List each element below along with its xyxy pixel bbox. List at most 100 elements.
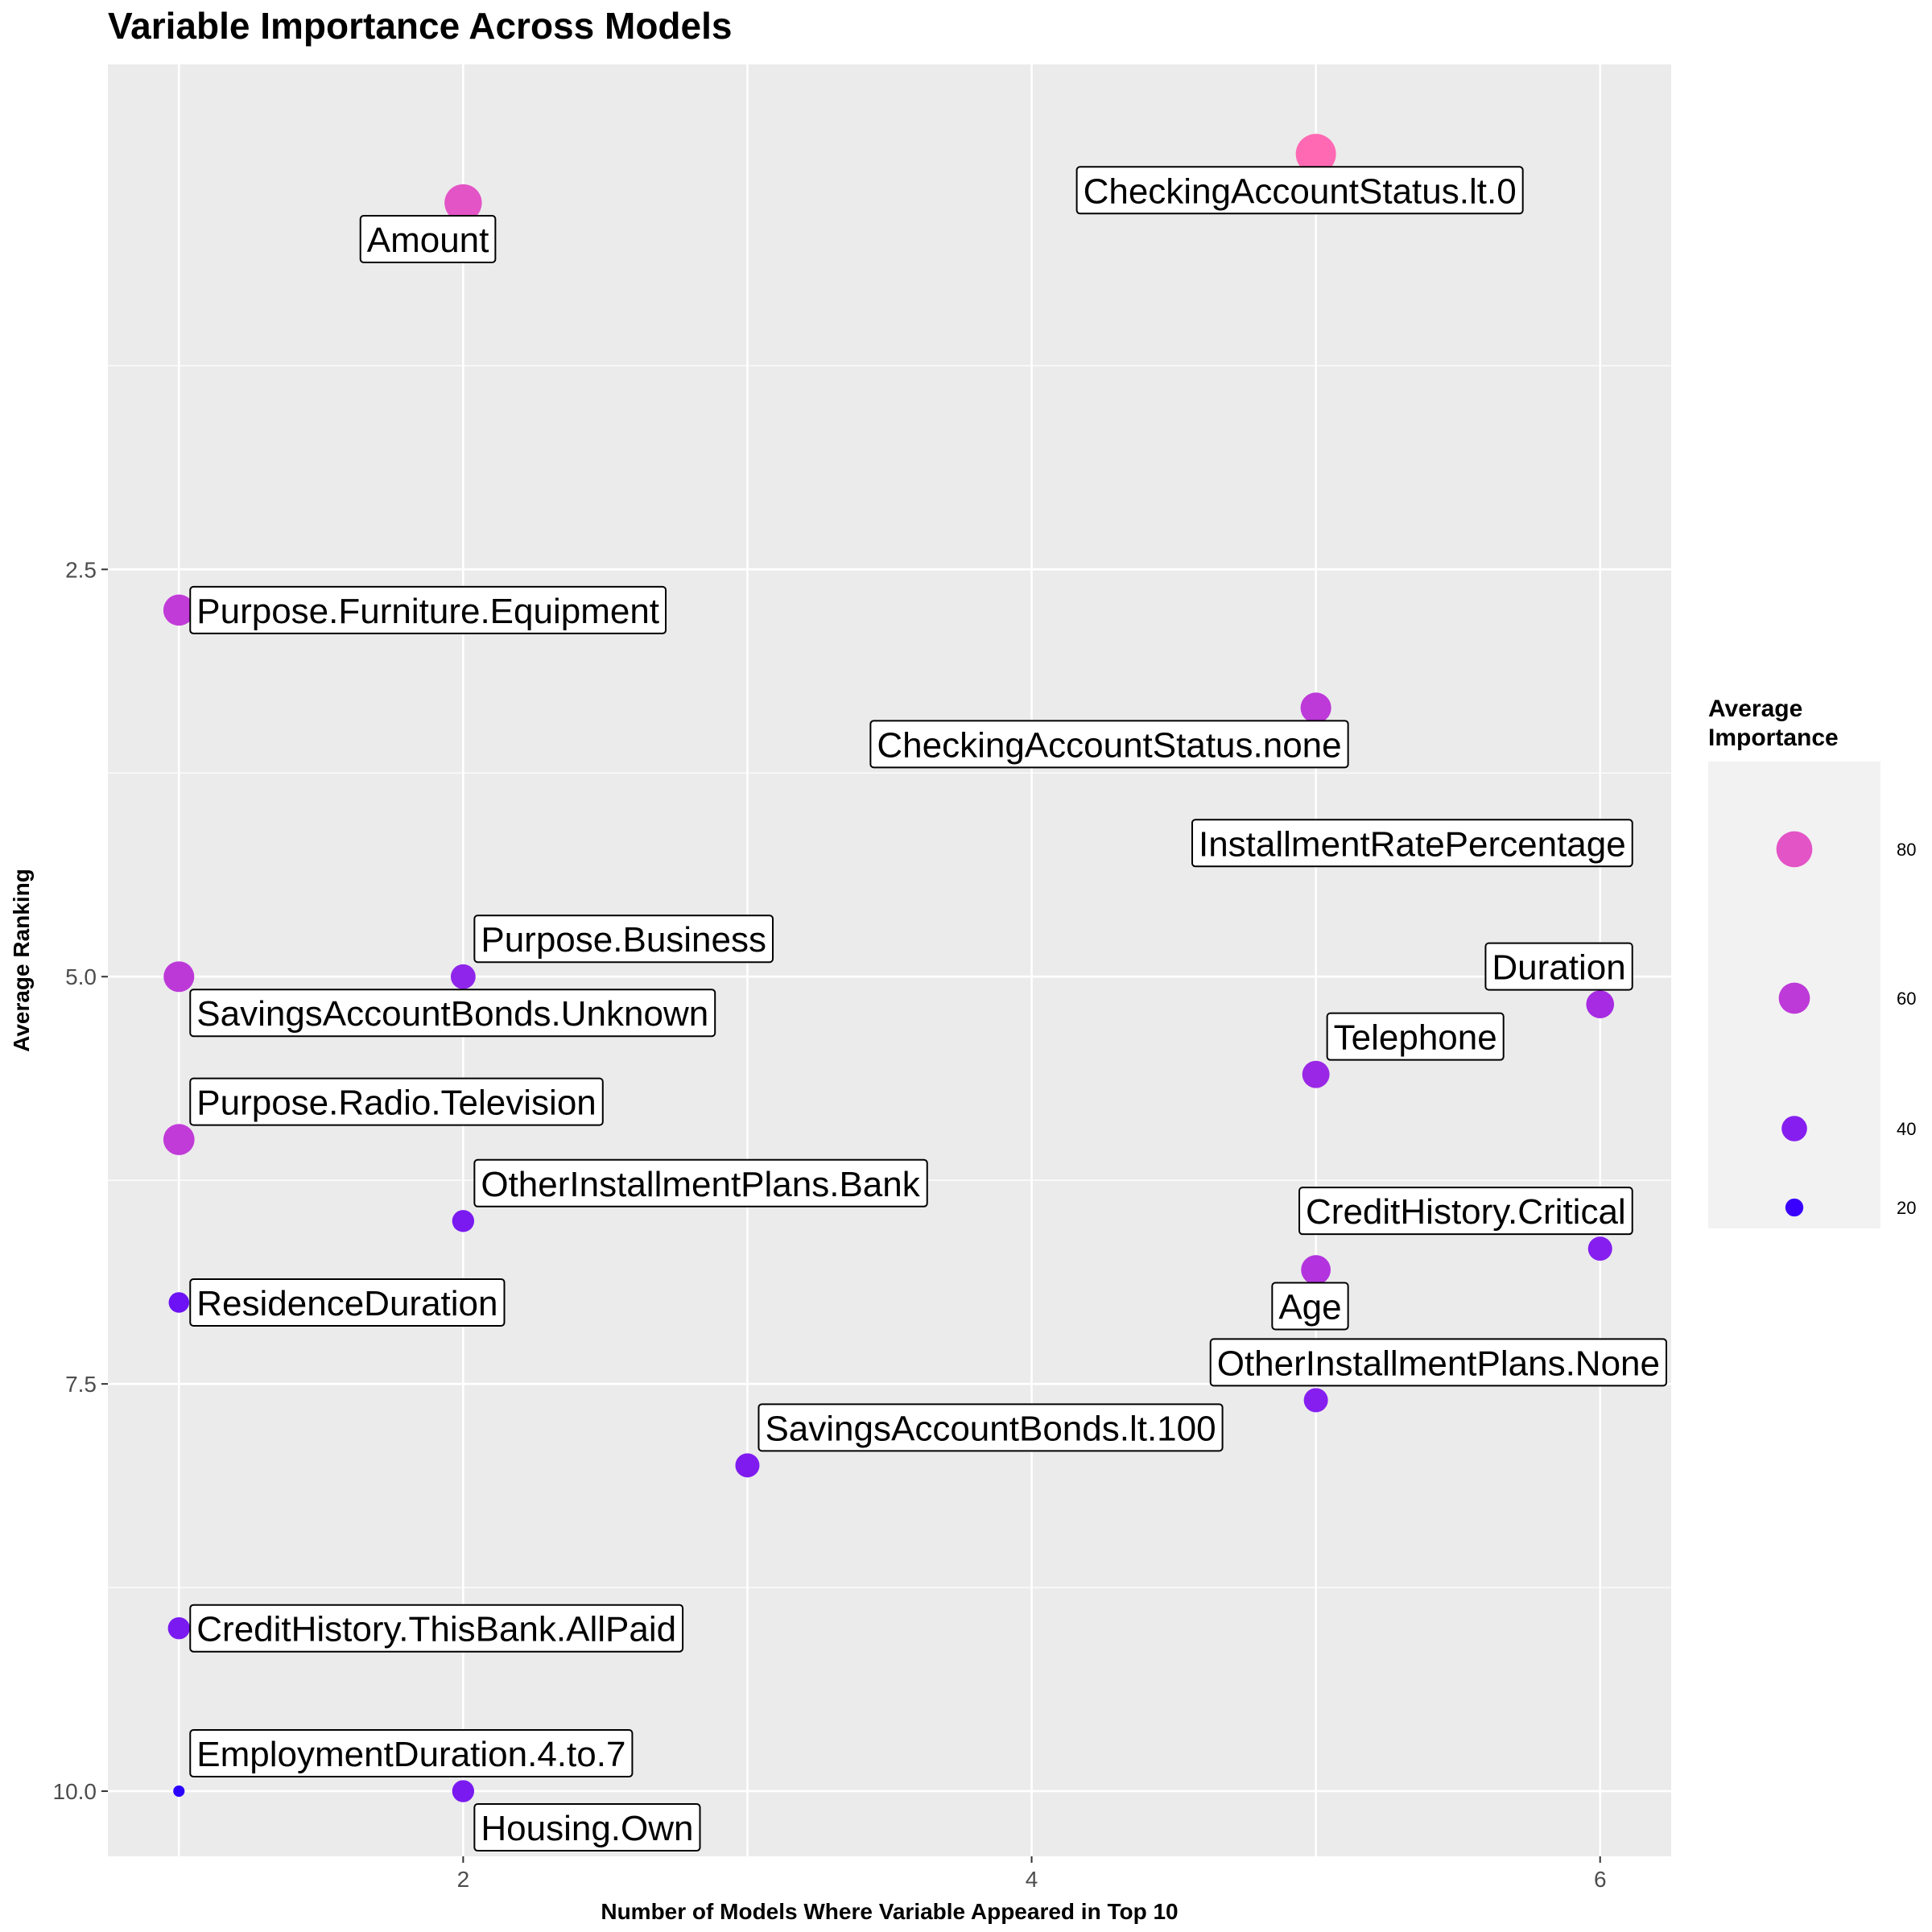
legend-title-line-1: Average <box>1708 696 1802 722</box>
bubble-point <box>450 964 476 989</box>
point-label-text: OtherInstallmentPlans.None <box>1217 1344 1660 1383</box>
label-background <box>189 1604 684 1653</box>
y-tick-label: 10.0 <box>53 1779 97 1804</box>
point-label-text: CheckingAccountStatus.none <box>877 725 1341 765</box>
data-points <box>163 134 1615 1802</box>
point-label-box: SavingsAccountBonds.lt.100 <box>758 1403 1224 1452</box>
label-background <box>1209 1338 1667 1387</box>
size-legend: Average Importance 80 60 40 20 <box>1708 696 1916 1228</box>
point-label-text: CreditHistory.Critical <box>1306 1192 1626 1232</box>
point-label-text: Amount <box>367 221 489 260</box>
point-label-text: CreditHistory.ThisBank.AllPaid <box>196 1610 676 1649</box>
bubble-point <box>452 1210 475 1232</box>
point-label-box: CreditHistory.Critical <box>1298 1187 1633 1236</box>
bubble-point <box>444 184 482 222</box>
bubble-point <box>1586 990 1615 1018</box>
point-label-text: Purpose.Business <box>481 920 766 960</box>
label-background <box>473 1803 701 1852</box>
label-background <box>869 720 1349 769</box>
legend-title-line-2: Importance <box>1708 724 1839 751</box>
chart-title: Variable Importance Across Models <box>108 5 732 47</box>
bubble-point <box>163 1124 195 1155</box>
point-label-box: SavingsAccountBonds.Unknown <box>189 989 716 1038</box>
label-background <box>189 585 667 634</box>
bubble-point <box>168 1292 190 1313</box>
point-label-text: OtherInstallmentPlans.Bank <box>481 1165 920 1204</box>
bubble-point <box>452 1780 475 1802</box>
point-label-box: OtherInstallmentPlans.None <box>1209 1338 1667 1387</box>
legend-key-circle <box>1778 982 1810 1014</box>
legend-key-label: 20 <box>1897 1198 1916 1218</box>
point-label-text: SavingsAccountBonds.lt.100 <box>765 1409 1216 1448</box>
label-background <box>189 1278 506 1327</box>
x-tick-label: 4 <box>1026 1867 1038 1892</box>
legend-key-circle <box>1776 831 1813 868</box>
bubble-point <box>163 961 195 993</box>
point-label-box: OtherInstallmentPlans.Bank <box>473 1158 928 1208</box>
y-axis: 2.5 5.0 7.5 10.0 <box>53 557 108 1804</box>
point-label-box: Age <box>1271 1282 1349 1331</box>
point-label-box: EmploymentDuration.4.to.7 <box>189 1729 634 1778</box>
x-tick-label: 6 <box>1594 1867 1607 1892</box>
point-label-box: CheckingAccountStatus.lt.0 <box>1075 166 1524 215</box>
label-background <box>1326 1012 1505 1061</box>
label-background <box>1191 819 1633 868</box>
label-background <box>1484 942 1633 991</box>
point-label-box: Telephone <box>1326 1012 1505 1061</box>
y-axis-title: Average Ranking <box>9 869 34 1052</box>
point-label-text: Purpose.Radio.Television <box>196 1084 597 1123</box>
point-label-text: Age <box>1278 1287 1341 1327</box>
point-label-box: CheckingAccountStatus.none <box>869 720 1349 769</box>
point-label-text: SavingsAccountBonds.Unknown <box>196 994 708 1034</box>
bubble-point <box>1301 1255 1331 1285</box>
point-label-text: ResidenceDuration <box>196 1284 497 1323</box>
legend-key-circle <box>1781 1116 1807 1141</box>
bubble-point <box>1303 1388 1328 1413</box>
point-label-box: ResidenceDuration <box>189 1278 506 1327</box>
label-background <box>1298 1187 1633 1236</box>
grid-lines <box>108 64 1671 1856</box>
point-label-box: InstallmentRatePercentage <box>1191 819 1633 868</box>
legend-key-circle <box>1785 1198 1804 1217</box>
label-background <box>189 1729 634 1778</box>
bubble-point <box>735 1453 760 1478</box>
point-label-text: Housing.Own <box>481 1809 693 1848</box>
label-background <box>1271 1282 1349 1331</box>
y-tick-label: 7.5 <box>65 1372 97 1397</box>
label-background <box>1075 166 1524 215</box>
x-axis-title: Number of Models Where Variable Appeared… <box>601 1899 1178 1924</box>
x-tick-label: 2 <box>457 1867 470 1892</box>
point-label-text: Purpose.Furniture.Equipment <box>196 592 659 631</box>
point-label-box: Housing.Own <box>473 1803 701 1852</box>
x-axis: 2 4 6 <box>457 1856 1607 1892</box>
label-background <box>473 914 774 964</box>
point-label-text: EmploymentDuration.4.to.7 <box>196 1735 625 1774</box>
point-label-box: Purpose.Furniture.Equipment <box>189 585 667 634</box>
label-background <box>359 215 497 264</box>
y-tick-label: 5.0 <box>65 964 97 989</box>
label-background <box>473 1158 928 1208</box>
label-background <box>758 1403 1224 1452</box>
bubble-point <box>1302 1060 1330 1088</box>
legend-key-label: 60 <box>1897 989 1916 1009</box>
label-background <box>189 989 716 1038</box>
y-tick-label: 2.5 <box>65 557 97 582</box>
legend-key-label: 80 <box>1897 840 1916 860</box>
point-label-box: Amount <box>359 215 497 264</box>
bubble-point <box>1295 134 1336 175</box>
legend-key-label: 40 <box>1897 1119 1916 1139</box>
bubble-point <box>173 1785 185 1798</box>
bubble-point <box>1587 1236 1612 1261</box>
point-label-text: Duration <box>1492 948 1625 988</box>
bubble-point <box>1300 692 1331 724</box>
point-label-box: Duration <box>1484 942 1633 991</box>
point-label-text: CheckingAccountStatus.lt.0 <box>1084 171 1517 211</box>
point-label-box: Purpose.Business <box>473 914 774 964</box>
label-background <box>189 1077 604 1126</box>
point-labels: CheckingAccountStatus.lt.0 Amount Purpose.… <box>189 166 1667 1852</box>
point-label-text: InstallmentRatePercentage <box>1199 824 1626 864</box>
plot-panel <box>108 64 1671 1856</box>
bubble-point <box>163 594 195 626</box>
point-label-box: CreditHistory.ThisBank.AllPaid <box>189 1604 684 1653</box>
